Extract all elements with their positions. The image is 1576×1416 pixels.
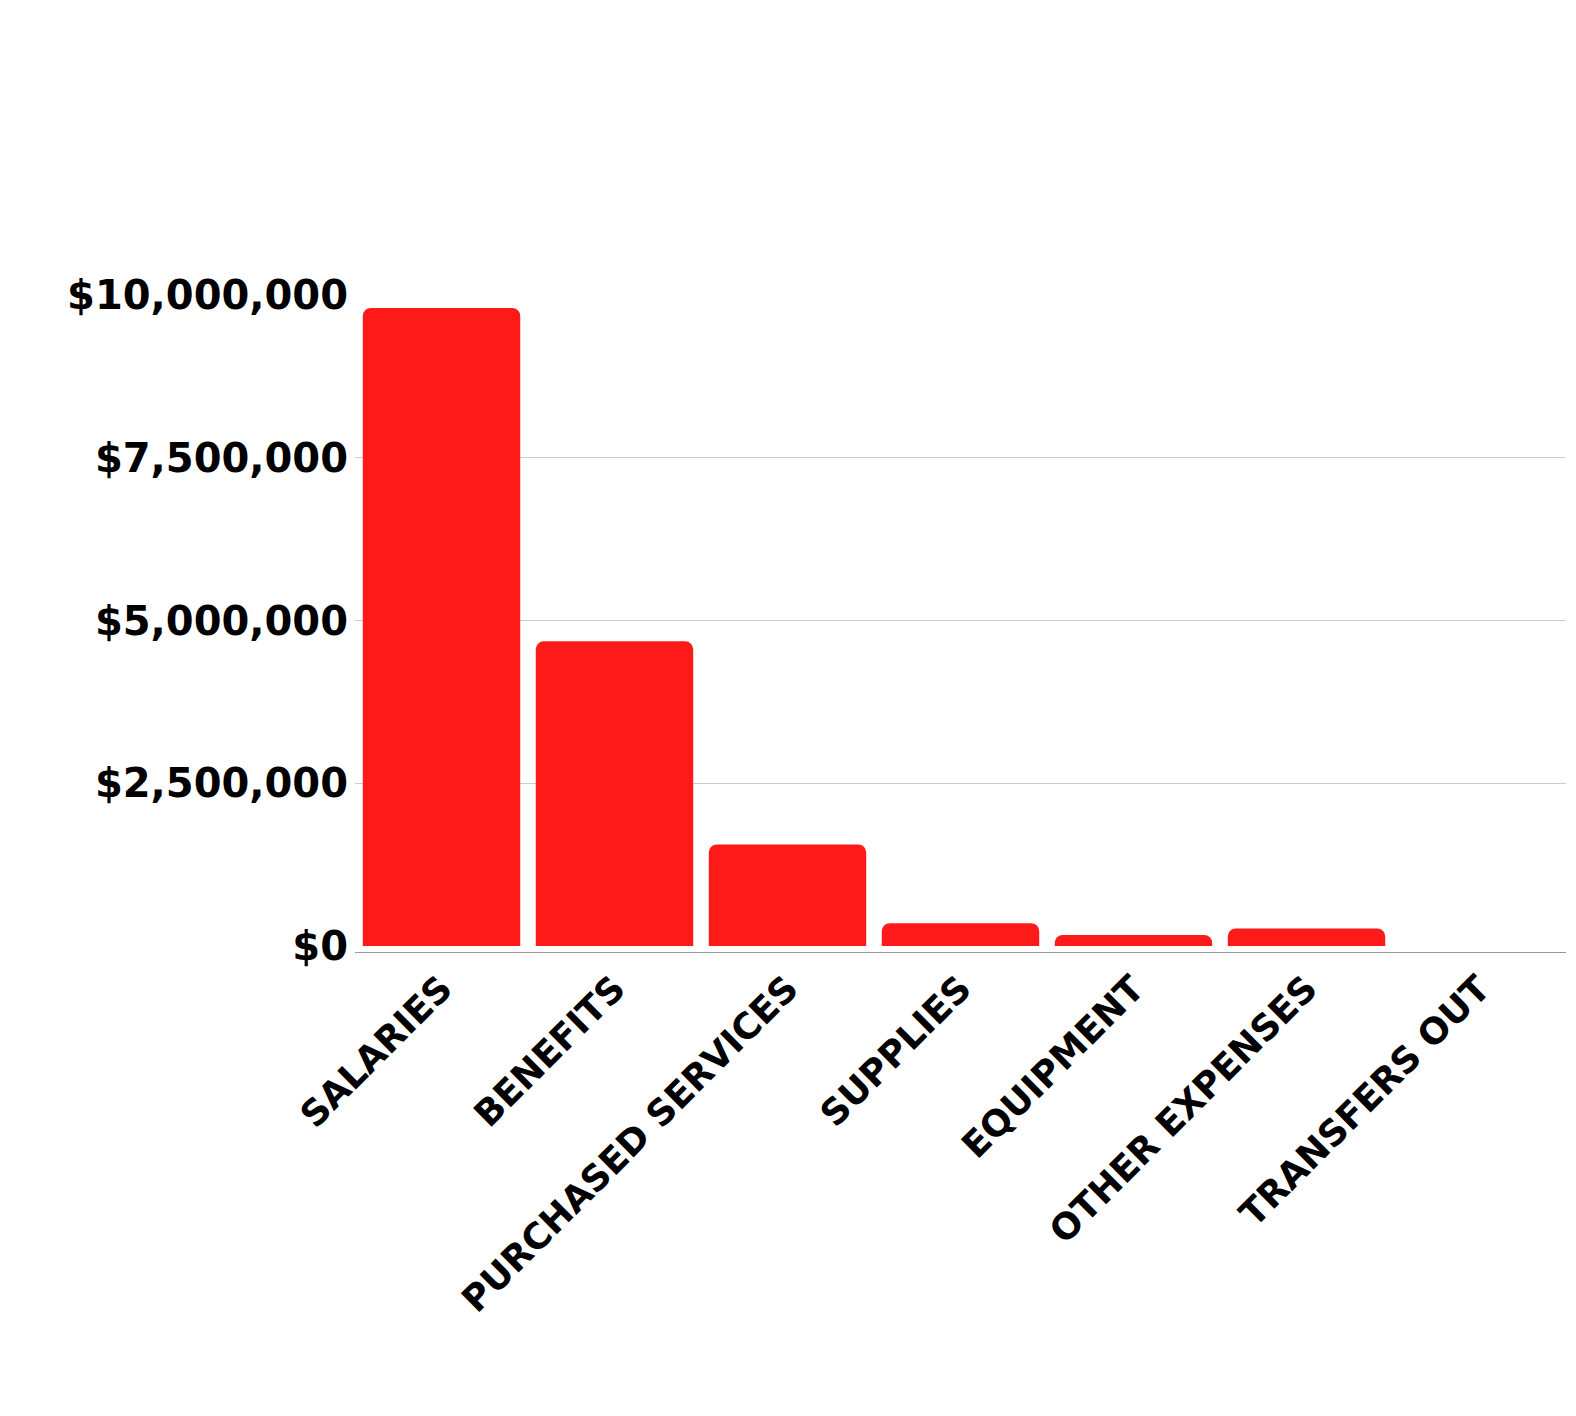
svg-text:$5,000,000: $5,000,000: [95, 598, 348, 644]
svg-text:BENEFITS: BENEFITS: [466, 968, 633, 1135]
svg-text:PURCHASED SERVICES: PURCHASED SERVICES: [454, 968, 806, 1320]
svg-text:$10,000,000: $10,000,000: [67, 272, 348, 318]
svg-text:TRANSFERS OUT: TRANSFERS OUT: [1231, 967, 1498, 1234]
svg-text:$0: $0: [292, 923, 348, 969]
svg-text:OTHER EXPENSES: OTHER EXPENSES: [1041, 968, 1325, 1252]
svg-text:SUPPLIES: SUPPLIES: [812, 968, 979, 1135]
svg-text:$2,500,000: $2,500,000: [95, 760, 348, 806]
svg-text:EQUIPMENT: EQUIPMENT: [954, 967, 1153, 1166]
svg-text:$7,500,000: $7,500,000: [95, 435, 348, 481]
svg-text:SALARIES: SALARIES: [292, 968, 460, 1136]
